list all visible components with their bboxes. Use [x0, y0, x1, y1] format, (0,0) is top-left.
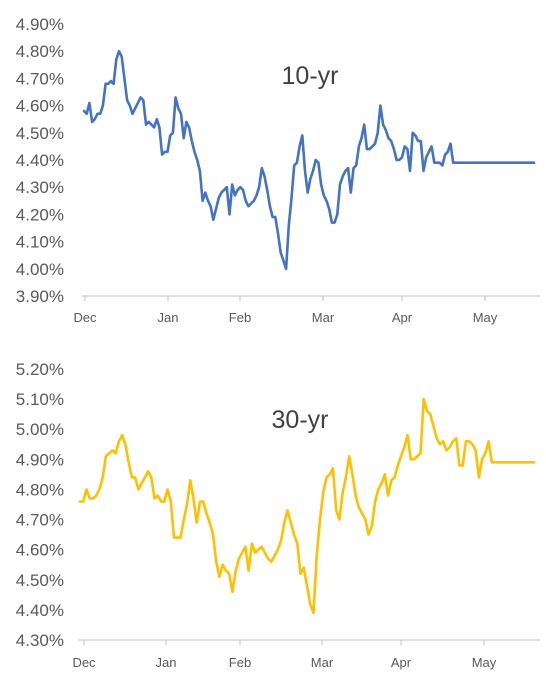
- y-tick-label: 4.30%: [16, 631, 64, 650]
- x-tick-label: May: [473, 310, 498, 325]
- x-tick-label: May: [472, 655, 497, 670]
- x-tick-label: Apr: [392, 310, 413, 325]
- x-tick-label: Mar: [312, 310, 335, 325]
- y-tick-label: 4.50%: [16, 571, 64, 590]
- x-tick-label: Mar: [311, 655, 334, 670]
- x-tick-label: Jan: [158, 310, 179, 325]
- y-tick-label: 4.00%: [16, 260, 64, 279]
- y-tick-label: 4.20%: [16, 205, 64, 224]
- y-tick-label: 4.90%: [16, 15, 64, 34]
- x-tick-label: Jan: [156, 655, 177, 670]
- y-tick-label: 4.70%: [16, 511, 64, 530]
- thirty-year-yield-chart: 4.30% 4.40% 4.50% 4.60% 4.70% 4.80% 4.90% 5.00%…: [16, 360, 540, 670]
- y-tick-label: 4.80%: [16, 42, 64, 61]
- y-tick-label: 4.10%: [16, 233, 64, 252]
- y-tick-label: 5.00%: [16, 420, 64, 439]
- x-tick-label: Dec: [73, 310, 97, 325]
- chart-title: 30-yr: [272, 406, 329, 434]
- y-tick-label: 4.60%: [16, 541, 64, 560]
- x-tick-label: Dec: [72, 655, 96, 670]
- y-tick-label: 4.40%: [16, 151, 64, 170]
- y-tick-label: 5.20%: [16, 360, 64, 379]
- yield-series-line: [82, 49, 536, 271]
- y-tick-label: 4.80%: [16, 480, 64, 499]
- x-tick-label: Feb: [229, 310, 251, 325]
- x-tick-label: Feb: [229, 655, 251, 670]
- chart-title: 10-yr: [282, 62, 339, 90]
- y-tick-label: 4.40%: [16, 601, 64, 620]
- y-tick-label: 4.50%: [16, 124, 64, 143]
- y-tick-label: 4.30%: [16, 178, 64, 197]
- yield-series-line: [78, 397, 536, 615]
- y-tick-label: 3.90%: [16, 287, 64, 306]
- y-tick-label: 5.10%: [16, 390, 64, 409]
- x-tick-label: Apr: [391, 655, 412, 670]
- y-tick-label: 4.60%: [16, 97, 64, 116]
- ten-year-yield-chart: 3.90% 4.00% 4.10% 4.20% 4.30% 4.40% 4.50% 4.60%…: [16, 15, 540, 325]
- y-tick-label: 4.70%: [16, 69, 64, 88]
- y-tick-label: 4.90%: [16, 450, 64, 469]
